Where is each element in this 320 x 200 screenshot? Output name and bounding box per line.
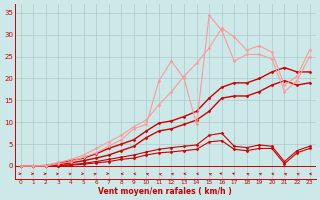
X-axis label: Vent moyen/en rafales ( km/h ): Vent moyen/en rafales ( km/h ) xyxy=(98,187,232,196)
